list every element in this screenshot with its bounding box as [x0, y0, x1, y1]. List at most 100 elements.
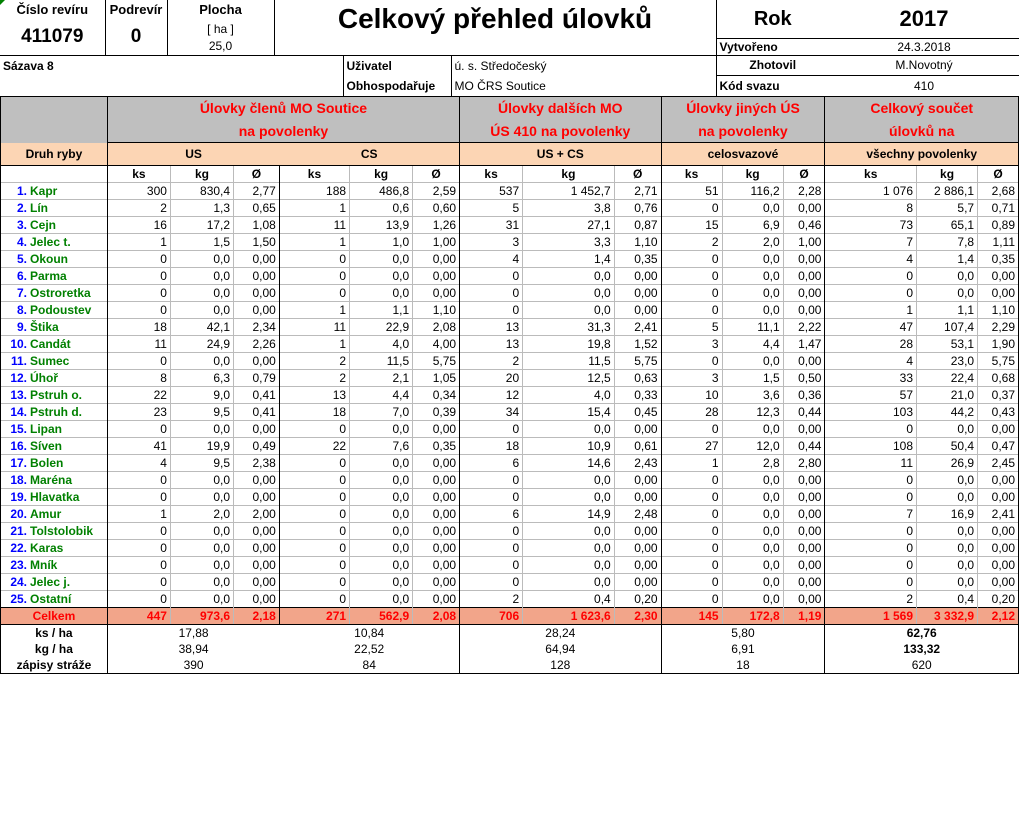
cell-avg: 0,63: [613, 368, 662, 386]
row-number: 22.: [10, 540, 27, 555]
cell-ks: 0: [278, 487, 350, 505]
cell-kg: 0,0: [522, 300, 615, 318]
cell-ks: 188: [278, 181, 350, 199]
cell-avg: 2,28: [782, 181, 826, 199]
row-number: 12.: [10, 370, 27, 385]
fish-name: Mník: [30, 557, 58, 572]
cell-ks: 1: [278, 334, 350, 352]
unit-header-avg: Ø: [233, 165, 280, 182]
cell-ks: 20: [459, 368, 523, 386]
cell-ks: 1: [106, 232, 171, 250]
cell-kg: 116,2: [721, 181, 784, 199]
cell-avg: 0,00: [412, 453, 461, 471]
cell-kg: 0,0: [169, 487, 234, 505]
cell-ks: 0: [106, 283, 171, 301]
cell-avg: 0,00: [977, 487, 1019, 505]
cell-kg: 5,7: [916, 198, 978, 216]
cell-ks: 0: [106, 589, 171, 607]
fish-name: Lipan: [30, 421, 62, 436]
fish-name: Pstruh d.: [30, 404, 83, 419]
cell-avg: 5,75: [613, 351, 662, 369]
celosvazove-header: celosvazové: [661, 142, 826, 166]
cell-kg: 0,0: [349, 572, 413, 590]
fish-name: Sumec: [30, 353, 70, 368]
cell-ks: 300: [106, 181, 171, 199]
cell-avg: 0,00: [977, 266, 1019, 284]
cell-ks: 0: [459, 266, 523, 284]
cell-avg: 0,00: [977, 419, 1019, 437]
cell-avg: 2,48: [613, 504, 662, 522]
cell-ks: 8: [824, 198, 917, 216]
cell-avg: 0,00: [412, 521, 461, 539]
cell-ks: 1: [824, 300, 917, 318]
cell-ks: 0: [278, 555, 350, 573]
cell-avg: 0,00: [233, 283, 280, 301]
uzivatel-value: ú. s. Středočeský: [450, 54, 717, 76]
cell-kg: 44,2: [916, 402, 978, 420]
cell-kg: 6,9: [721, 215, 784, 233]
cell-kg: 0,0: [721, 538, 784, 556]
obhospodaruje-label: Obhospodařuje: [342, 75, 451, 96]
cell-kg: 1,3: [169, 198, 234, 216]
cell-ks: 2: [459, 351, 523, 369]
cell-avg: 2,71: [613, 181, 662, 199]
stat-celosvazove: 18: [661, 656, 826, 674]
cell-kg: 1,0: [349, 232, 413, 250]
cell-ks: 18: [459, 436, 523, 454]
cell-ks: 13: [459, 317, 523, 335]
celkem-kg: 562,9: [349, 606, 413, 625]
cell-kg: 1,1: [916, 300, 978, 318]
cell-avg: 1,00: [782, 232, 826, 250]
fish-name: Cejn: [30, 217, 57, 232]
cell-kg: 10,9: [522, 436, 615, 454]
cell-ks: 0: [824, 538, 917, 556]
cell-avg: 0,71: [977, 198, 1019, 216]
stat-row: kg / ha 38,94 22,52 64,94 6,91 133,32: [0, 640, 1019, 657]
fish-name: Kapr: [30, 183, 58, 198]
cell-kg: 0,0: [721, 300, 784, 318]
cell-kg: 11,1: [721, 317, 784, 335]
stat-us-cs: 128: [459, 656, 662, 674]
cell-kg: 0,0: [721, 504, 784, 522]
cell-kg: 0,0: [721, 249, 784, 267]
cell-ks: 0: [660, 521, 723, 539]
cell-ks: 0: [660, 589, 723, 607]
cell-ks: 1: [106, 504, 171, 522]
table-row: 5. Okoun 0 0,0 0,00 0 0,0 0,00 4 1,4 0,35 0 0,0 0,00 4…: [0, 249, 1019, 267]
cell-avg: 2,41: [977, 504, 1019, 522]
cell-avg: 0,00: [782, 266, 826, 284]
cell-avg: 0,00: [233, 300, 280, 318]
cell-kg: 0,0: [522, 487, 615, 505]
cell-avg: 0,65: [233, 198, 280, 216]
fish-name: Maréna: [30, 472, 73, 487]
celkem-row: Celkem 447 973,6 2,18 271 562,9 2,08 706 1 623,6…: [0, 606, 1019, 625]
cell-avg: 0,37: [977, 385, 1019, 403]
cell-kg: 1,4: [522, 249, 615, 267]
cell-kg: 0,0: [169, 249, 234, 267]
stat-row: zápisy stráže 390 84 128 18 620: [0, 656, 1019, 674]
cell-kg: 0,0: [169, 470, 234, 488]
cell-ks: 0: [278, 470, 350, 488]
cell-ks: 28: [824, 334, 917, 352]
cell-ks: 18: [106, 317, 171, 335]
cell-kg: 0,0: [721, 419, 784, 437]
cell-kg: 0,0: [349, 487, 413, 505]
cell-ks: 0: [459, 470, 523, 488]
cell-avg: 0,00: [782, 300, 826, 318]
cell-kg: 0,0: [349, 538, 413, 556]
table-row: 8. Podoustev 0 0,0 0,00 1 1,1 1,10 0 0,0 0,00 0 0,0 0…: [0, 300, 1019, 318]
us-header: US: [107, 142, 280, 166]
row-number: 11.: [10, 353, 27, 368]
cell-ks: 0: [278, 453, 350, 471]
podrevir-value: 0: [105, 20, 168, 55]
table-row: 14. Pstruh d. 23 9,5 0,41 18 7,0 0,39 34 15,4 0,45…: [0, 402, 1019, 420]
cell-avg: 0,39: [412, 402, 461, 420]
table-row: 25. Ostatní 0 0,0 0,00 0 0,0 0,00 2 0,4 0,20 0 0,0 0,…: [0, 589, 1019, 607]
cell-ks: 3: [459, 232, 523, 250]
cell-ks: 0: [106, 249, 171, 267]
cell-kg: 2,1: [349, 368, 413, 386]
cell-ks: 18: [278, 402, 350, 420]
cell-ks: 537: [459, 181, 523, 199]
cell-kg: 3,8: [522, 198, 615, 216]
cell-avg: 0,76: [613, 198, 662, 216]
